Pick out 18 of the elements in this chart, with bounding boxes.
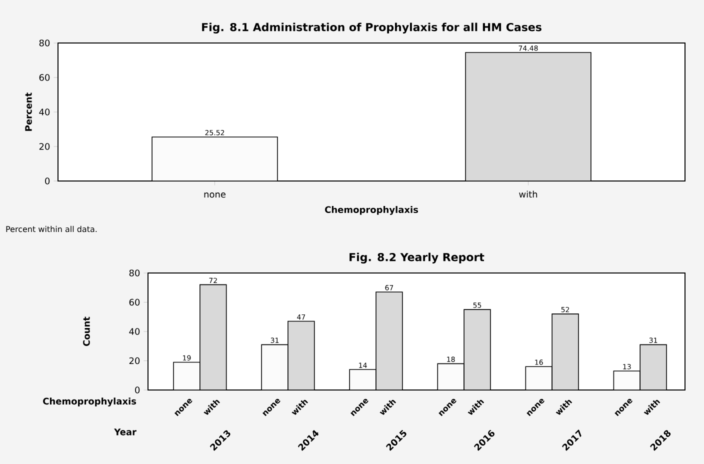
- y-tick-label: 0: [135, 386, 140, 394]
- y-tick-label: 0: [45, 178, 50, 184]
- y-tick-label: 20: [39, 143, 50, 150]
- text: Chemoprophylaxis: [43, 398, 136, 406]
- y-tick-label: 40: [129, 328, 140, 335]
- chart-title: Fig. 8.1 Administration of Prophylaxis for all HM Cases: [202, 22, 542, 34]
- y-axis-title: Count: [83, 316, 90, 346]
- y-tick-label: 20: [129, 357, 140, 364]
- y-axis-title: Percent: [25, 92, 32, 131]
- y-tick-label: 40: [39, 108, 50, 116]
- chart-title: Fig. 8.2 Yearly Report: [350, 252, 484, 264]
- y-tick-label: 60: [39, 74, 50, 81]
- x-axis-title: Chemoprophylaxis: [325, 206, 418, 215]
- y-tick-label: 60: [129, 298, 140, 306]
- x-axis-title: Year: [114, 428, 136, 436]
- y-tick-label: 80: [129, 270, 140, 276]
- y-tick-label: 80: [39, 40, 50, 46]
- text: Percent within all data.: [6, 226, 97, 232]
